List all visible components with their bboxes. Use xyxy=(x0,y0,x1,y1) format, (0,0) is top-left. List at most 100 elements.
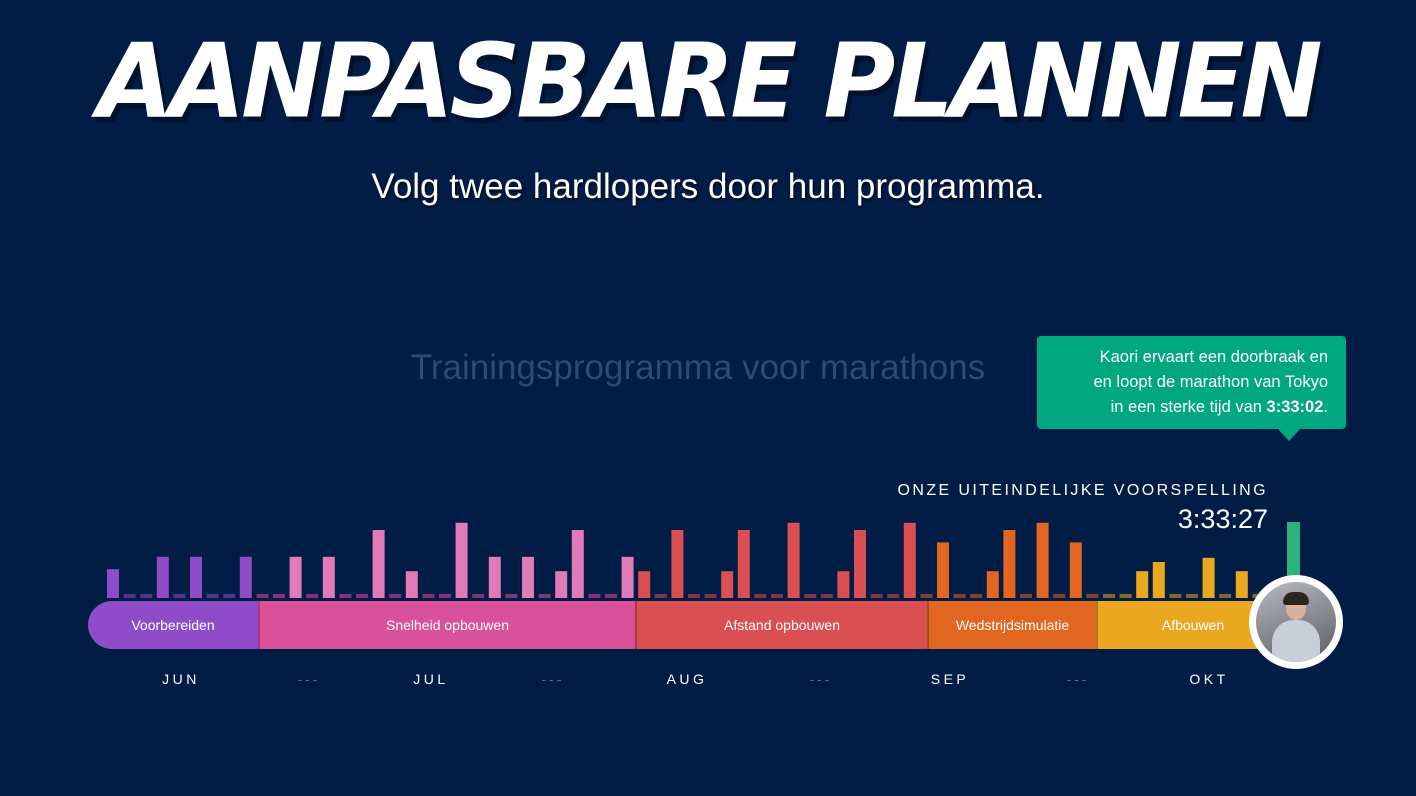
month-label-sep: SEP xyxy=(930,671,970,687)
week-bar[interactable] xyxy=(156,556,169,598)
month-label-aug: AUG xyxy=(666,671,708,687)
month-label-okt: OKT xyxy=(1189,671,1229,687)
week-bar[interactable] xyxy=(107,569,119,598)
runner-avatar[interactable] xyxy=(1249,575,1343,669)
month-axis: JUN --- JUL --- AUG --- SEP --- OKT xyxy=(0,671,1416,689)
week-bar[interactable] xyxy=(372,530,385,598)
phase-afstand-opbouwen[interactable]: Afstand opbouwen xyxy=(635,601,927,649)
week-bar[interactable] xyxy=(389,593,402,598)
week-bar[interactable] xyxy=(1169,593,1182,598)
week-bar[interactable] xyxy=(903,522,916,598)
week-bar[interactable] xyxy=(920,593,933,598)
week-bar[interactable] xyxy=(970,593,983,598)
week-bar[interactable] xyxy=(1219,593,1232,598)
week-bar[interactable] xyxy=(190,556,202,598)
week-bar[interactable] xyxy=(123,593,136,598)
week-bar[interactable] xyxy=(1136,571,1149,598)
week-bar[interactable] xyxy=(953,593,966,598)
month-separator: --- xyxy=(1066,671,1090,687)
tooltip-line-2: en loopt de marathon van Tokyo xyxy=(1093,373,1328,391)
week-bar[interactable] xyxy=(223,593,236,598)
week-bar[interactable] xyxy=(654,593,667,598)
week-bar[interactable] xyxy=(688,593,700,598)
week-bar[interactable] xyxy=(787,522,800,598)
week-bar[interactable] xyxy=(870,593,883,598)
tooltip-race-time: 3:33:02 xyxy=(1266,398,1324,416)
week-bar[interactable] xyxy=(1003,530,1016,598)
week-bar[interactable] xyxy=(273,593,285,598)
tooltip-line-3-prefix: in een sterke tijd van xyxy=(1110,398,1267,416)
week-bar[interactable] xyxy=(522,556,534,598)
week-bar[interactable] xyxy=(1119,593,1132,598)
month-separator: --- xyxy=(809,671,833,687)
week-bar[interactable] xyxy=(455,522,468,598)
runner-photo-body xyxy=(1272,620,1320,662)
week-bar[interactable] xyxy=(339,593,352,598)
week-bar[interactable] xyxy=(306,593,319,598)
week-bar[interactable] xyxy=(571,530,584,598)
week-bar[interactable] xyxy=(1053,593,1066,598)
result-tooltip: Kaori ervaart een doorbraak en en loopt … xyxy=(1037,336,1346,429)
week-bar[interactable] xyxy=(239,556,252,598)
tooltip-arrow xyxy=(1277,428,1301,441)
week-bar[interactable] xyxy=(1152,562,1165,599)
week-bar[interactable] xyxy=(937,542,949,598)
week-bar[interactable] xyxy=(754,593,767,598)
phase-snelheid-opbouwen[interactable]: Snelheid opbouwen xyxy=(258,601,635,649)
program-title: Trainingsprogramma voor marathons xyxy=(410,348,986,387)
runner-photo-hair xyxy=(1283,592,1309,605)
phase-timeline: Voorbereiden Snelheid opbouwen Afstand opb… xyxy=(88,601,1288,649)
phase-wedstrijdsimulatie[interactable]: Wedstrijdsimulatie xyxy=(927,601,1096,649)
week-bar[interactable] xyxy=(488,556,501,598)
page-title: AANPASBARE PLANNEN xyxy=(97,22,1322,142)
week-bar[interactable] xyxy=(837,571,850,598)
week-bar[interactable] xyxy=(1202,557,1215,598)
week-bar[interactable] xyxy=(854,530,866,598)
month-separator: --- xyxy=(541,671,565,687)
week-bar[interactable] xyxy=(588,593,601,598)
week-bar[interactable] xyxy=(638,571,651,598)
prediction-label: ONZE UITEINDELIJKE VOORSPELLING xyxy=(897,482,1268,499)
week-bar[interactable] xyxy=(1186,593,1198,598)
week-bar[interactable] xyxy=(206,593,219,598)
phase-voorbereiden[interactable]: Voorbereiden xyxy=(88,601,258,649)
week-bar[interactable] xyxy=(356,593,368,598)
week-bar[interactable] xyxy=(605,593,617,598)
tooltip-line-3-suffix: . xyxy=(1323,398,1328,416)
week-bar[interactable] xyxy=(439,593,451,598)
week-bar[interactable] xyxy=(704,593,717,598)
week-bar[interactable] xyxy=(1036,522,1049,598)
tooltip-line-3: in een sterke tijd van 3:33:02. xyxy=(1055,395,1328,420)
week-bar[interactable] xyxy=(621,556,634,598)
week-bar[interactable] xyxy=(820,593,833,598)
month-separator: --- xyxy=(297,671,321,687)
week-bar[interactable] xyxy=(422,593,435,598)
week-bar[interactable] xyxy=(721,571,734,598)
week-bar[interactable] xyxy=(322,556,335,598)
week-bar[interactable] xyxy=(256,593,269,598)
week-bar[interactable] xyxy=(405,571,418,598)
month-label-jun: JUN xyxy=(162,671,200,687)
week-bar[interactable] xyxy=(472,593,485,598)
week-bar[interactable] xyxy=(289,556,302,598)
week-bar[interactable] xyxy=(1103,593,1115,598)
week-bar[interactable] xyxy=(1069,542,1082,598)
week-bar[interactable] xyxy=(1086,593,1099,598)
week-bar[interactable] xyxy=(771,593,783,598)
week-bar[interactable] xyxy=(804,593,817,598)
week-bar[interactable] xyxy=(887,593,900,598)
week-bar[interactable] xyxy=(986,571,999,598)
page-subtitle: Volg twee hardlopers door hun programma. xyxy=(371,167,1045,206)
training-bars-chart xyxy=(107,522,1300,599)
week-bar[interactable] xyxy=(140,593,153,598)
week-bar[interactable] xyxy=(505,593,518,598)
week-bar[interactable] xyxy=(1235,571,1248,598)
week-bar[interactable] xyxy=(737,530,750,598)
runner-photo xyxy=(1256,582,1336,662)
week-bar[interactable] xyxy=(1020,593,1032,598)
week-bar[interactable] xyxy=(538,593,551,598)
tooltip-line-1: Kaori ervaart een doorbraak en xyxy=(1099,348,1328,366)
week-bar[interactable] xyxy=(555,571,568,598)
week-bar[interactable] xyxy=(173,593,186,598)
week-bar[interactable] xyxy=(671,530,684,598)
